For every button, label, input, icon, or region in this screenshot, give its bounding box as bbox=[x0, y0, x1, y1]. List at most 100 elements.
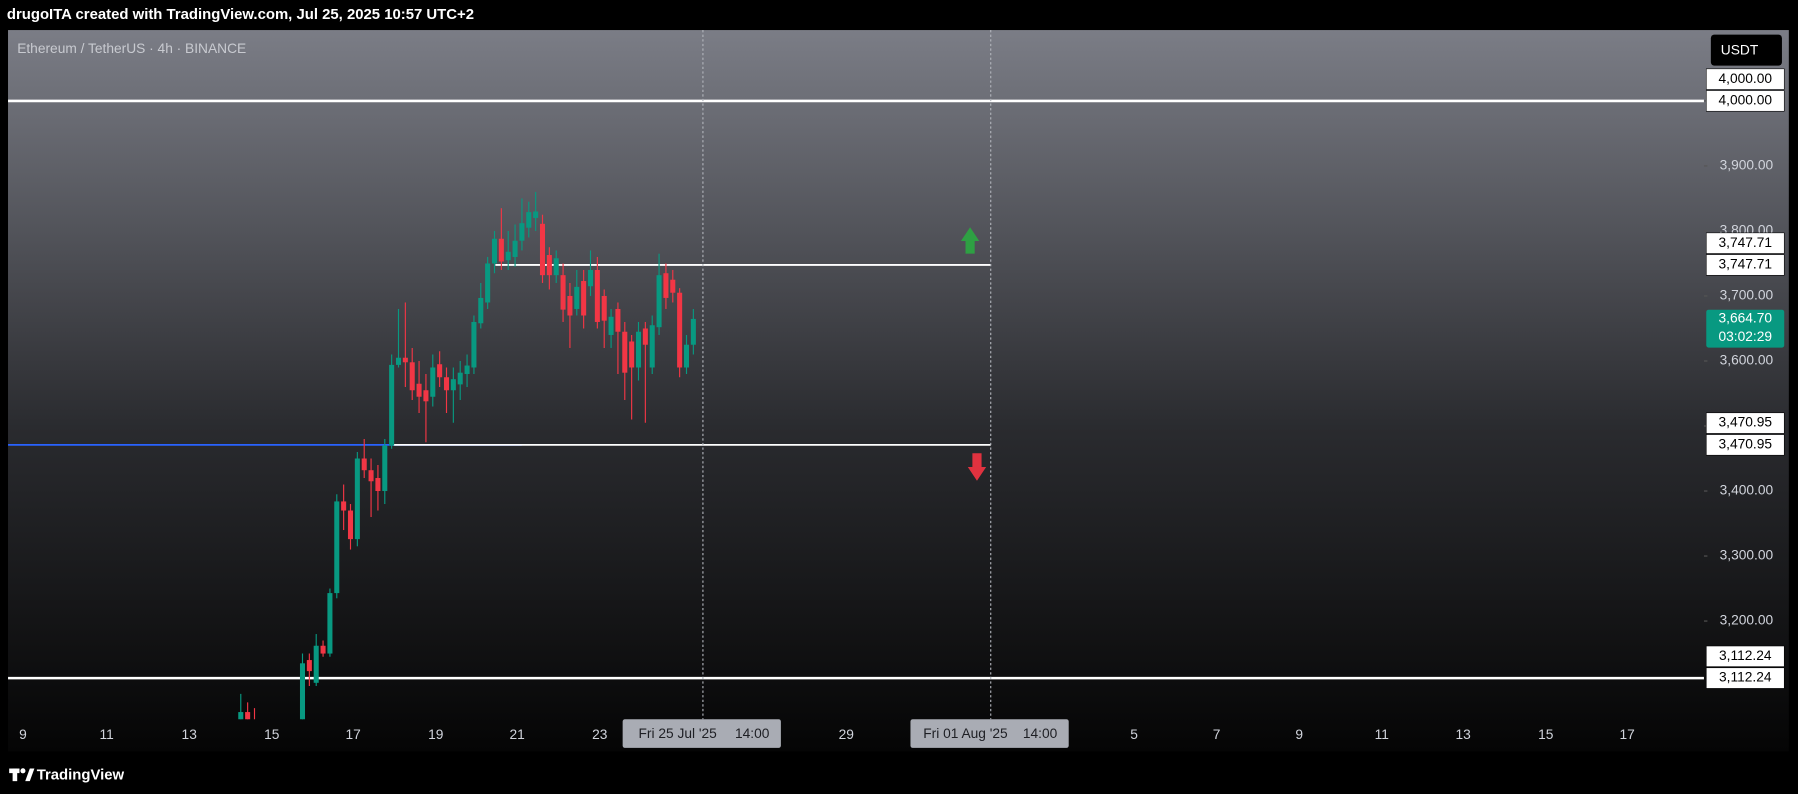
y-tick-label: 3,200.00 bbox=[1720, 613, 1774, 628]
header: drugoITA created with TradingView.com, J… bbox=[7, 7, 474, 23]
candle-body bbox=[574, 286, 580, 309]
candle-body bbox=[642, 328, 648, 345]
candle-body bbox=[299, 663, 306, 720]
candle-body bbox=[238, 712, 244, 720]
level-label-box bbox=[1705, 434, 1785, 456]
plot-area bbox=[8, 99, 1704, 720]
candle-body bbox=[629, 341, 635, 368]
candle-body bbox=[519, 223, 525, 241]
currency-box bbox=[1710, 34, 1782, 66]
candle-body bbox=[663, 273, 669, 298]
candle-body bbox=[512, 240, 518, 257]
up-arrow bbox=[960, 227, 980, 254]
x-tick-label: 7 bbox=[1213, 727, 1221, 742]
candle-body bbox=[327, 593, 333, 654]
candle-body bbox=[615, 308, 621, 332]
down-arrow bbox=[967, 453, 987, 481]
x-tick-label: 9 bbox=[1295, 727, 1303, 742]
candle-body bbox=[491, 238, 498, 264]
candle-body bbox=[368, 470, 374, 482]
candle-body bbox=[313, 645, 319, 683]
candle-body bbox=[464, 365, 470, 374]
candle-body bbox=[361, 458, 367, 471]
y-tick-label: 3,400.00 bbox=[1720, 483, 1774, 498]
level-label-box bbox=[1705, 90, 1785, 112]
x-tick-label: 15 bbox=[1538, 727, 1554, 742]
candle-body bbox=[389, 364, 395, 446]
candle-body bbox=[539, 223, 546, 276]
footer: TradingView bbox=[37, 767, 125, 783]
candle-body bbox=[409, 362, 415, 391]
candle-body bbox=[594, 269, 600, 322]
time-marker-box bbox=[622, 719, 781, 748]
x-tick-label: 11 bbox=[1375, 727, 1389, 742]
candle-body bbox=[485, 263, 491, 303]
candle-body bbox=[690, 318, 696, 345]
x-tick-label: 23 bbox=[592, 727, 608, 742]
candle-body bbox=[443, 377, 450, 391]
candle-body bbox=[354, 458, 360, 540]
last-price: 3,664.70 bbox=[1718, 311, 1772, 326]
x-tick-label: 11 bbox=[100, 727, 114, 742]
candle-body bbox=[498, 238, 504, 262]
candle-body bbox=[581, 281, 587, 316]
candle-body bbox=[670, 279, 676, 293]
level-label-box bbox=[1705, 667, 1785, 689]
candle-body bbox=[450, 379, 456, 391]
candle-body bbox=[457, 372, 463, 385]
last-price-box bbox=[1706, 309, 1785, 348]
candle-body bbox=[635, 331, 642, 368]
candle-body bbox=[622, 331, 628, 373]
candle-body bbox=[320, 645, 326, 654]
footer-logo bbox=[9, 768, 35, 782]
candle-body bbox=[423, 390, 429, 402]
y-tick-label: 3,300.00 bbox=[1720, 548, 1774, 563]
level-label: 4,000.00 bbox=[1718, 71, 1772, 86]
y-tick-label: 3,900.00 bbox=[1720, 158, 1774, 173]
candle-body bbox=[382, 445, 388, 492]
candle-body bbox=[656, 275, 662, 328]
level-label: 3,747.71 bbox=[1718, 235, 1772, 250]
x-tick-label: 15 bbox=[264, 727, 280, 742]
level-label: 3,747.71 bbox=[1718, 257, 1772, 272]
time-marker-time: 14:00 bbox=[1023, 726, 1058, 741]
candle-body bbox=[347, 510, 354, 540]
time-marker-date: Fri 25 Jul '25 bbox=[639, 726, 718, 741]
level-label-box bbox=[1705, 68, 1785, 90]
level-label: 3,470.95 bbox=[1718, 437, 1772, 452]
time-marker-time: 14:00 bbox=[735, 726, 770, 741]
candle-body bbox=[416, 383, 422, 397]
x-tick-label: 17 bbox=[346, 727, 361, 742]
candle-body bbox=[478, 297, 484, 324]
candle-body bbox=[471, 321, 477, 368]
candle-body bbox=[341, 501, 347, 511]
x-tick-label: 19 bbox=[428, 727, 443, 742]
currency: USDT bbox=[1721, 42, 1759, 57]
countdown: 03:02:29 bbox=[1718, 329, 1772, 344]
y-tick-label: 3,700.00 bbox=[1720, 288, 1774, 303]
candle-body bbox=[395, 357, 402, 365]
x-tick-label: 29 bbox=[839, 727, 854, 742]
candle-body bbox=[601, 295, 607, 321]
candle-body bbox=[649, 325, 655, 368]
level-label-box bbox=[1705, 645, 1785, 667]
time-marker-box bbox=[910, 719, 1069, 748]
candle-body bbox=[306, 660, 312, 672]
level-label: 3,112.24 bbox=[1719, 670, 1772, 685]
candle-body bbox=[437, 364, 443, 378]
level-label-box bbox=[1705, 232, 1785, 254]
candle-body bbox=[546, 255, 552, 276]
candle-body bbox=[505, 251, 511, 261]
candle-body bbox=[683, 344, 690, 368]
level-label: 3,470.95 bbox=[1718, 415, 1772, 430]
candle-body bbox=[402, 357, 408, 363]
candle-body bbox=[560, 275, 566, 310]
candle-body bbox=[430, 367, 436, 397]
level-label: 4,000.00 bbox=[1718, 93, 1772, 108]
candle-body bbox=[245, 712, 251, 720]
candle-body bbox=[587, 269, 594, 287]
x-tick-label: 13 bbox=[182, 727, 198, 742]
candle-body bbox=[533, 211, 539, 218]
level-label-box bbox=[1705, 412, 1785, 434]
